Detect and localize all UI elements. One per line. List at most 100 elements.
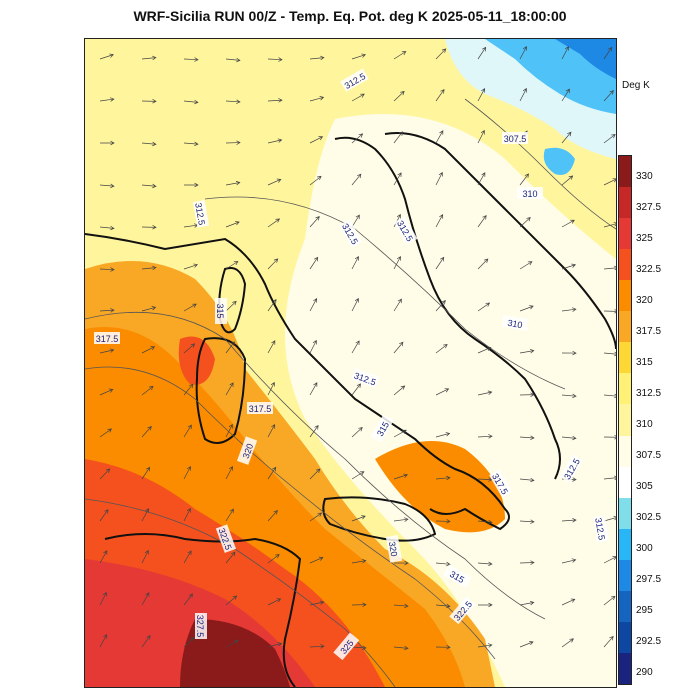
- wind-arrow: [561, 263, 577, 270]
- wind-arrow: [603, 222, 616, 228]
- svg-text:317.5: 317.5: [249, 404, 272, 414]
- wind-arrow: [561, 45, 569, 60]
- wind-arrow: [393, 385, 406, 396]
- wind-arrow: [351, 93, 365, 102]
- wind-arrow: [393, 51, 407, 60]
- wind-arrow: [603, 515, 616, 522]
- wind-arrow: [183, 263, 199, 270]
- wind-arrow: [267, 642, 283, 648]
- wind-arrow: [519, 435, 535, 440]
- colorbar-tick-label: 310: [636, 419, 653, 430]
- wind-arrow: [309, 425, 319, 438]
- wind-arrow: [393, 298, 402, 312]
- colorbar-tick-label: 325: [636, 232, 653, 244]
- colorbar-tick-label: 292.5: [636, 636, 662, 648]
- field-cold-core: [485, 39, 616, 114]
- coastline-italy-west: [85, 233, 510, 531]
- wind-arrow: [435, 475, 451, 481]
- wind-arrow: [141, 592, 150, 606]
- wind-arrow: [141, 141, 157, 147]
- coastline-italy-east: [334, 136, 561, 480]
- wind-arrow: [561, 435, 577, 441]
- wind-arrow: [351, 426, 363, 438]
- colorbar-segment: [619, 652, 631, 684]
- wind-arrow: [309, 600, 325, 606]
- wind-arrow: [309, 175, 322, 186]
- wind-arrow: [225, 99, 241, 104]
- svg-text:320: 320: [241, 442, 256, 460]
- svg-text:310: 310: [507, 318, 524, 330]
- wind-arrow: [267, 598, 282, 606]
- wind-arrow: [477, 643, 493, 648]
- colorbar-segment: [619, 342, 631, 374]
- field-pale-east: [285, 114, 616, 687]
- wind-arrow: [99, 591, 107, 606]
- wind-arrow: [477, 46, 487, 60]
- wind-arrow: [435, 388, 450, 396]
- wind-arrow: [519, 477, 535, 483]
- wind-arrow: [603, 393, 616, 399]
- wind-arrow: [141, 508, 150, 522]
- field-cold-deep: [555, 39, 616, 79]
- wind-arrow: [351, 214, 360, 228]
- colorbar-tick-label: 305: [636, 481, 653, 493]
- colorbar-segment: [619, 311, 631, 343]
- wind-arrow: [519, 560, 535, 565]
- wind-arrow: [267, 424, 276, 438]
- colorbar-segment: [619, 156, 631, 188]
- wind-arrow: [99, 183, 115, 189]
- wind-arrow: [267, 57, 283, 62]
- colorbar-unit: Deg K: [622, 80, 650, 91]
- wind-arrow: [225, 639, 239, 648]
- chart-title: WRF-Sicilia RUN 00/Z - Temp. Eq. Pot. de…: [133, 8, 567, 24]
- contour-label: 327.5: [195, 613, 207, 639]
- colorbar-tick-label: 327.5: [636, 201, 662, 213]
- wind-arrow: [351, 383, 361, 396]
- svg-text:320: 320: [387, 541, 399, 558]
- wind-arrow: [603, 351, 616, 357]
- wind-arrow: [435, 130, 444, 144]
- wind-arrow: [351, 133, 364, 144]
- wind-arrow: [435, 48, 447, 60]
- colorbar-tick-label: 290: [636, 667, 653, 679]
- wind-arrow: [561, 638, 574, 648]
- colorbar-tick-label: 295: [636, 605, 653, 617]
- wind-arrow: [183, 182, 199, 188]
- wind-arrow: [141, 549, 149, 564]
- colorbar-segment: [619, 590, 631, 622]
- svg-text:307.5: 307.5: [504, 134, 527, 144]
- wind-arrow: [393, 645, 409, 651]
- wind-arrow: [267, 510, 278, 522]
- wind-arrow: [393, 429, 407, 438]
- wind-arrow: [99, 508, 109, 522]
- wind-arrow: [225, 341, 235, 354]
- wind-arrow: [183, 636, 195, 648]
- wind-arrow: [309, 136, 324, 144]
- wind-arrow: [351, 471, 365, 480]
- wind-arrow: [183, 424, 192, 438]
- colorbar-segment: [619, 466, 631, 498]
- wind-arrow: [99, 634, 108, 648]
- wind-arrow: [267, 178, 282, 186]
- wind-arrow: [309, 55, 325, 61]
- wind-arrow: [183, 465, 191, 480]
- wind-arrow: [561, 350, 577, 356]
- wind-arrow: [141, 635, 151, 648]
- colorbar-segment: [619, 187, 631, 219]
- coastline-balkans: [384, 132, 616, 350]
- wind-arrow: [183, 343, 196, 354]
- contour-label: 310: [501, 314, 530, 332]
- contour-label: 315: [215, 298, 227, 324]
- wind-arrow: [561, 88, 570, 102]
- svg-text:310: 310: [522, 189, 537, 199]
- wind-arrow: [603, 556, 616, 564]
- contour-line-e: [464, 98, 616, 230]
- wind-arrow: [561, 518, 577, 523]
- wind-arrow: [393, 255, 401, 270]
- wind-arrow: [519, 392, 535, 397]
- colorbar-tick-label: 320: [636, 294, 653, 306]
- wind-arrow: [435, 644, 451, 650]
- colorbar-segment: [619, 528, 631, 560]
- wind-arrow: [603, 635, 614, 648]
- wind-arrow: [225, 595, 238, 606]
